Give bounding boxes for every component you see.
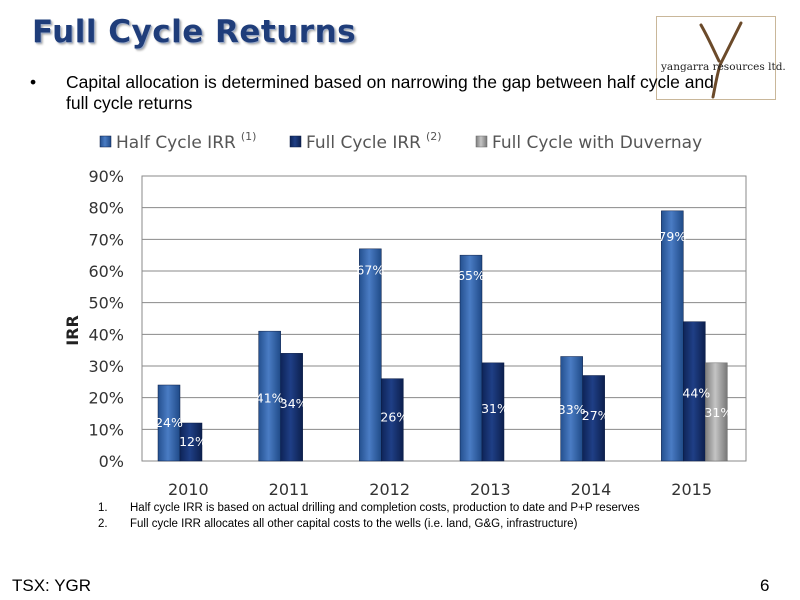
data-label: 31% xyxy=(481,401,509,416)
data-label: 26% xyxy=(380,410,408,425)
bullet-text: Capital allocation is determined based o… xyxy=(66,72,714,113)
legend-label: Full Cycle with Duvernay xyxy=(492,133,702,153)
company-logo: yangarra resources ltd. xyxy=(656,16,786,100)
data-label: 44% xyxy=(682,385,710,400)
footnotes: 1. Half cycle IRR is based on actual dri… xyxy=(98,500,758,532)
y-tick-label: 20% xyxy=(88,389,124,408)
bar-half-cycle-irr-2013 xyxy=(459,254,483,462)
legend-swatch xyxy=(99,135,112,148)
data-label: 79% xyxy=(658,229,686,244)
data-label: 31% xyxy=(704,405,732,420)
x-tick-label: 2014 xyxy=(571,480,612,499)
footnote-2: 2. Full cycle IRR allocates all other ca… xyxy=(98,516,758,532)
data-label: 12% xyxy=(179,434,207,449)
legend-label: Full Cycle IRR xyxy=(306,133,421,153)
y-axis-label: IRR xyxy=(63,315,82,346)
y-tick-label: 40% xyxy=(88,325,124,344)
bar-half-cycle-irr-2012 xyxy=(359,248,382,462)
bar-full-cycle-irr-2011 xyxy=(280,353,303,462)
footnote-number: 2. xyxy=(98,518,108,530)
y-tick-label: 90% xyxy=(88,167,124,186)
page-number: 6 xyxy=(760,576,770,595)
bar-full-cycle-irr-2010 xyxy=(179,422,203,462)
data-label: 67% xyxy=(356,262,384,277)
y-tick-label: 0% xyxy=(99,452,124,471)
legend-footnote-marker: (2) xyxy=(426,130,442,143)
footnote-text: Full cycle IRR allocates all other capit… xyxy=(130,518,578,530)
ticker-symbol: TSX: YGR xyxy=(12,576,92,595)
logo-y-mark-icon xyxy=(699,21,743,99)
legend-swatch xyxy=(289,135,302,148)
y-tick-label: 50% xyxy=(88,294,124,313)
bar-half-cycle-irr-2015 xyxy=(661,210,684,462)
bullet-point: • Capital allocation is determined based… xyxy=(24,72,724,114)
slide-title: Full Cycle Returns xyxy=(32,14,357,50)
data-label: 33% xyxy=(558,402,586,417)
bullet-dot-icon: • xyxy=(30,72,37,92)
footnote-text: Half cycle IRR is based on actual drilli… xyxy=(130,502,640,514)
legend-footnote-marker: (1) xyxy=(241,130,257,143)
legend-swatch xyxy=(475,135,488,148)
y-tick-label: 80% xyxy=(88,199,124,218)
x-tick-label: 2015 xyxy=(671,480,712,499)
x-tick-label: 2013 xyxy=(470,480,511,499)
data-label: 34% xyxy=(280,396,308,411)
y-tick-label: 10% xyxy=(88,420,124,439)
data-label: 24% xyxy=(155,415,183,430)
legend-label: Half Cycle IRR xyxy=(116,133,236,153)
bar-full-cycle-irr-2014 xyxy=(582,375,605,462)
y-tick-label: 60% xyxy=(88,262,124,281)
data-label: 65% xyxy=(457,268,485,283)
footnote-1: 1. Half cycle IRR is based on actual dri… xyxy=(98,500,758,516)
x-tick-label: 2012 xyxy=(369,480,410,499)
plot-frame xyxy=(141,175,747,462)
x-tick-label: 2010 xyxy=(168,480,209,499)
y-tick-label: 70% xyxy=(88,230,124,249)
footnote-number: 1. xyxy=(98,502,108,514)
bar-full-cycle-irr-2013 xyxy=(481,362,505,462)
logo-text: yangarra resources ltd. xyxy=(661,61,786,73)
bar-full-cycle-irr-2012 xyxy=(381,378,404,462)
data-label: 41% xyxy=(256,391,284,406)
bar-full-cycle-with-duvernay-2015 xyxy=(705,362,728,462)
y-tick-label: 30% xyxy=(88,357,124,376)
x-tick-label: 2011 xyxy=(269,480,310,499)
data-label: 27% xyxy=(582,408,610,423)
